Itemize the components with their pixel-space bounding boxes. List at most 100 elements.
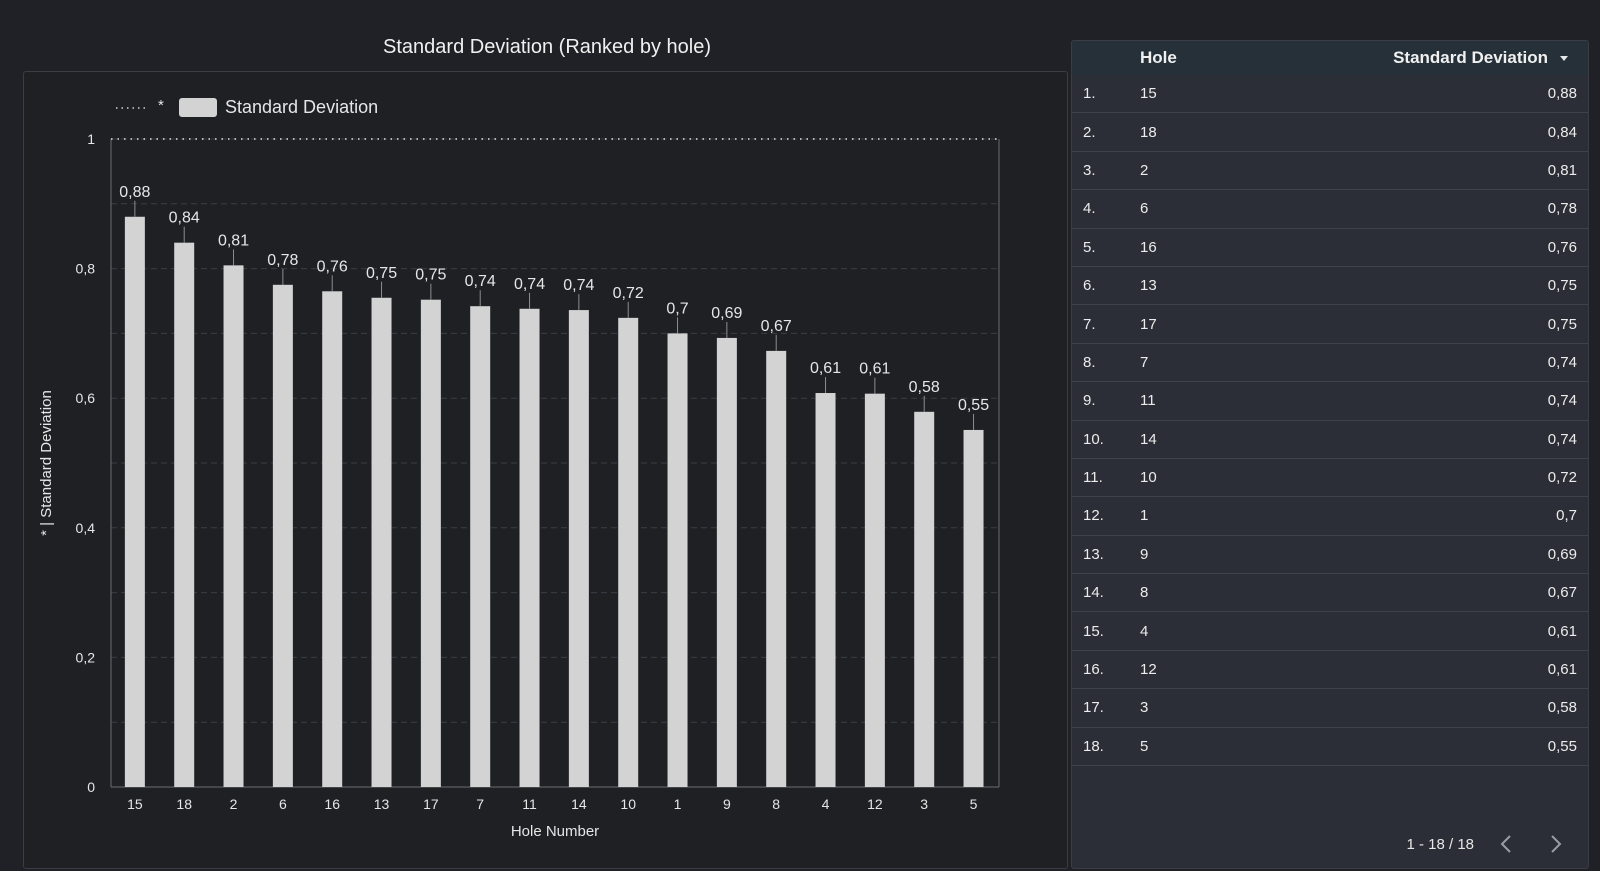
row-standard-deviation: 0,61: [1547, 622, 1577, 640]
x-tick-label: 4: [822, 796, 830, 812]
row-hole: 10: [1140, 469, 1157, 487]
data-label: 0,7: [666, 300, 688, 317]
row-hole: 13: [1140, 277, 1157, 295]
y-tick-label: 0,8: [76, 261, 96, 277]
data-label: 0,61: [810, 360, 841, 377]
bar: [420, 299, 441, 787]
row-hole: 4: [1140, 622, 1149, 640]
bar: [618, 317, 639, 787]
header-standard-deviation[interactable]: Standard Deviation: [1393, 48, 1588, 68]
row-hole: 16: [1140, 238, 1157, 256]
data-label: 0,76: [317, 258, 348, 275]
table-row[interactable]: 16. 12 0,61: [1072, 651, 1588, 690]
table-row[interactable]: 5. 16 0,76: [1072, 229, 1588, 267]
row-standard-deviation: 0,58: [1547, 699, 1577, 717]
bar: [864, 393, 885, 787]
row-hole: 18: [1140, 123, 1157, 141]
chart-title: Standard Deviation (Ranked by hole): [383, 36, 711, 58]
data-label: 0,84: [169, 210, 200, 227]
x-tick-label: 12: [867, 796, 883, 812]
table-row[interactable]: 2. 18 0,84: [1072, 113, 1588, 152]
row-hole: 11: [1140, 392, 1156, 410]
table-row[interactable]: 4. 6 0,78: [1072, 190, 1588, 229]
table-row[interactable]: 7. 17 0,75: [1072, 305, 1588, 344]
data-label: 0,69: [711, 305, 742, 322]
row-index: 18.: [1083, 737, 1104, 755]
table-row[interactable]: 17. 3 0,58: [1072, 689, 1588, 728]
table-row[interactable]: 10. 14 0,74: [1072, 421, 1588, 459]
bar: [322, 291, 343, 787]
table-header: Hole Standard Deviation: [1072, 41, 1588, 75]
data-label: 0,67: [761, 318, 792, 335]
data-label: 0,78: [267, 252, 298, 269]
table-row[interactable]: 18. 5 0,55: [1072, 728, 1588, 767]
bar: [766, 350, 787, 787]
x-tick-label: 16: [324, 796, 340, 812]
header-hole[interactable]: Hole: [1140, 48, 1177, 67]
bar: [568, 310, 589, 787]
row-index: 12.: [1083, 507, 1104, 525]
x-tick-label: 6: [279, 796, 287, 812]
row-index: 1.: [1083, 85, 1096, 103]
row-standard-deviation: 0,74: [1547, 430, 1577, 448]
row-index: 3.: [1083, 161, 1096, 179]
table-row[interactable]: 14. 8 0,67: [1072, 574, 1588, 613]
table-row[interactable]: 15. 4 0,61: [1072, 612, 1588, 651]
row-index: 11.: [1083, 469, 1103, 487]
table-row[interactable]: 8. 7 0,74: [1072, 344, 1588, 383]
table-row[interactable]: 3. 2 0,81: [1072, 152, 1588, 191]
x-tick-label: 11: [522, 796, 537, 812]
row-standard-deviation: 0,75: [1547, 277, 1577, 295]
row-index: 5.: [1083, 238, 1096, 256]
bar: [174, 242, 195, 787]
row-index: 8.: [1083, 353, 1096, 371]
row-standard-deviation: 0,72: [1547, 469, 1577, 487]
bar: [272, 284, 293, 787]
y-axis-title: * | Standard Deviation: [38, 390, 55, 536]
previous-page-button[interactable]: [1488, 830, 1524, 858]
row-index: 4.: [1083, 200, 1096, 218]
y-tick-label: 0,2: [76, 649, 96, 665]
data-label: 0,74: [514, 276, 545, 293]
x-tick-label: 3: [920, 796, 928, 812]
bar: [667, 333, 688, 787]
row-hole: 12: [1140, 661, 1157, 679]
row-index: 16.: [1083, 661, 1104, 679]
x-tick-label: 5: [970, 796, 978, 812]
row-hole: 15: [1140, 85, 1157, 103]
row-standard-deviation: 0,7: [1556, 507, 1577, 525]
bar: [470, 306, 491, 787]
data-label: 0,58: [909, 379, 940, 396]
next-page-button[interactable]: [1538, 830, 1574, 858]
x-tick-label: 13: [374, 796, 390, 812]
table-row[interactable]: 6. 13 0,75: [1072, 267, 1588, 306]
table-row[interactable]: 1. 15 0,88: [1072, 75, 1588, 114]
row-standard-deviation: 0,75: [1547, 315, 1577, 333]
row-hole: 2: [1140, 161, 1149, 179]
table-row[interactable]: 9. 11 0,74: [1072, 382, 1588, 421]
y-tick-label: 0: [87, 779, 95, 795]
pagination-label: 1 - 18 / 18: [1406, 835, 1474, 853]
x-tick-label: 1: [674, 796, 682, 812]
data-label: 0,81: [218, 232, 249, 249]
row-standard-deviation: 0,74: [1547, 353, 1577, 371]
row-index: 7.: [1083, 315, 1096, 333]
y-tick-label: 0,6: [76, 390, 96, 406]
sort-descending-icon[interactable]: [1560, 55, 1568, 61]
bar: [815, 393, 836, 787]
y-tick-label: 0,4: [76, 520, 96, 536]
bar: [124, 216, 145, 787]
data-label: 0,74: [563, 277, 594, 294]
row-hole: 5: [1140, 737, 1149, 755]
row-index: 13.: [1083, 545, 1104, 563]
row-hole: 7: [1140, 353, 1149, 371]
row-hole: 1: [1140, 507, 1149, 525]
chevron-left-icon: [1500, 835, 1511, 853]
data-label: 0,88: [119, 184, 150, 201]
header-standard-deviation-label: Standard Deviation: [1393, 48, 1548, 67]
table-row[interactable]: 11. 10 0,72: [1072, 459, 1588, 498]
table-row[interactable]: 12. 1 0,7: [1072, 497, 1588, 536]
table-row[interactable]: 13. 9 0,69: [1072, 536, 1588, 575]
row-hole: 14: [1140, 430, 1157, 448]
row-hole: 9: [1140, 545, 1149, 563]
